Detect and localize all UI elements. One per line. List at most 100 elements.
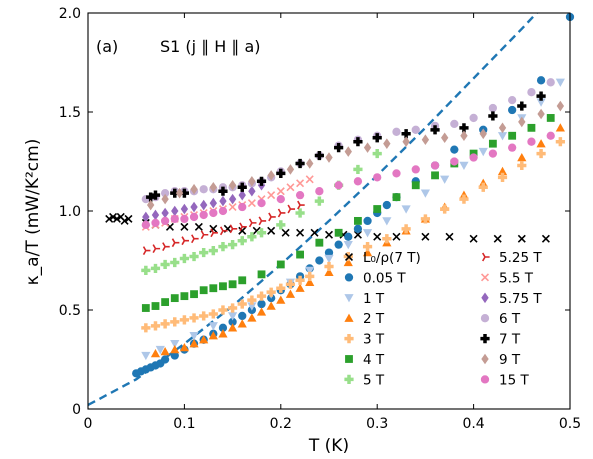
data-point	[190, 183, 198, 195]
data-point	[334, 143, 344, 153]
legend-label: 9 T	[499, 352, 521, 368]
data-point	[267, 191, 276, 200]
data-point	[315, 256, 324, 265]
data-point	[141, 304, 150, 312]
data-point	[142, 211, 150, 223]
data-point	[161, 193, 169, 205]
data-point	[105, 214, 114, 223]
data-point	[488, 149, 498, 158]
data-point	[189, 313, 199, 323]
data-point	[536, 91, 546, 101]
data-point	[228, 179, 237, 191]
series-7	[142, 200, 305, 256]
data-point	[256, 291, 267, 301]
chart-title: S1 (j ∥ H ∥ a)	[160, 37, 261, 56]
data-point	[228, 280, 237, 289]
data-point	[392, 169, 401, 178]
data-point	[555, 137, 565, 147]
data-point	[536, 76, 546, 85]
data-point	[179, 315, 189, 325]
data-point	[287, 204, 296, 214]
data-point	[382, 234, 392, 244]
data-point	[199, 335, 209, 344]
data-point	[325, 152, 333, 163]
data-point	[479, 128, 487, 140]
data-point	[285, 289, 296, 298]
y-tick-label: 0	[72, 402, 81, 418]
data-point	[469, 234, 478, 243]
legend-marker	[482, 252, 490, 262]
data-point	[141, 351, 151, 361]
data-point	[199, 185, 208, 194]
data-point	[200, 230, 209, 240]
data-point	[497, 132, 508, 141]
data-point	[190, 201, 198, 213]
data-point	[170, 257, 180, 268]
data-point	[160, 189, 170, 198]
legend-marker	[480, 314, 490, 323]
data-point	[179, 253, 189, 264]
data-point	[238, 226, 247, 235]
data-point	[170, 339, 180, 349]
data-point	[295, 275, 305, 285]
data-point	[228, 240, 238, 250]
data-point	[267, 170, 275, 181]
legend-marker	[481, 353, 489, 365]
data-point	[286, 164, 295, 175]
data-point	[141, 265, 151, 275]
series-13	[141, 131, 555, 229]
data-point	[239, 222, 247, 232]
data-point	[248, 176, 256, 187]
data-point	[297, 200, 305, 210]
legend-marker	[344, 252, 354, 262]
data-point	[237, 236, 247, 246]
legend-label: L₀/ρ(7 T)	[363, 250, 421, 266]
data-point	[450, 157, 459, 166]
data-point	[228, 317, 237, 327]
data-point	[190, 290, 198, 299]
data-point	[142, 246, 151, 256]
data-point	[199, 311, 209, 321]
data-point	[247, 313, 257, 322]
data-point	[508, 95, 517, 105]
data-point	[488, 111, 498, 121]
data-point	[208, 246, 218, 256]
data-point	[189, 332, 199, 341]
legend-marker	[480, 375, 490, 384]
y-tick-label: 0.5	[59, 303, 81, 319]
data-point	[295, 283, 305, 292]
data-point	[199, 210, 208, 220]
data-point	[237, 299, 247, 309]
data-point	[189, 251, 199, 262]
data-point	[431, 171, 439, 180]
data-point	[373, 173, 382, 182]
x-tick-label: 0.3	[366, 416, 388, 432]
data-point	[238, 311, 247, 321]
data-point	[281, 228, 290, 237]
data-point	[199, 247, 209, 258]
data-point	[314, 150, 324, 161]
panel-label: (a)	[96, 37, 118, 56]
data-point	[162, 242, 170, 252]
data-point	[285, 279, 296, 289]
data-point	[372, 133, 382, 143]
data-point	[257, 270, 266, 279]
data-point	[218, 206, 228, 216]
data-point	[373, 205, 382, 213]
data-point	[305, 175, 314, 184]
data-point	[459, 194, 469, 204]
data-point	[180, 292, 189, 301]
data-point	[248, 185, 256, 197]
data-point	[537, 108, 545, 120]
data-point	[401, 205, 411, 214]
data-point	[237, 182, 247, 192]
data-point	[180, 222, 189, 231]
data-point	[517, 234, 526, 243]
data-point	[208, 322, 218, 331]
data-point	[257, 299, 266, 309]
data-point	[344, 146, 352, 157]
data-point	[247, 232, 257, 242]
data-point	[527, 123, 536, 132]
data-point	[150, 321, 161, 331]
